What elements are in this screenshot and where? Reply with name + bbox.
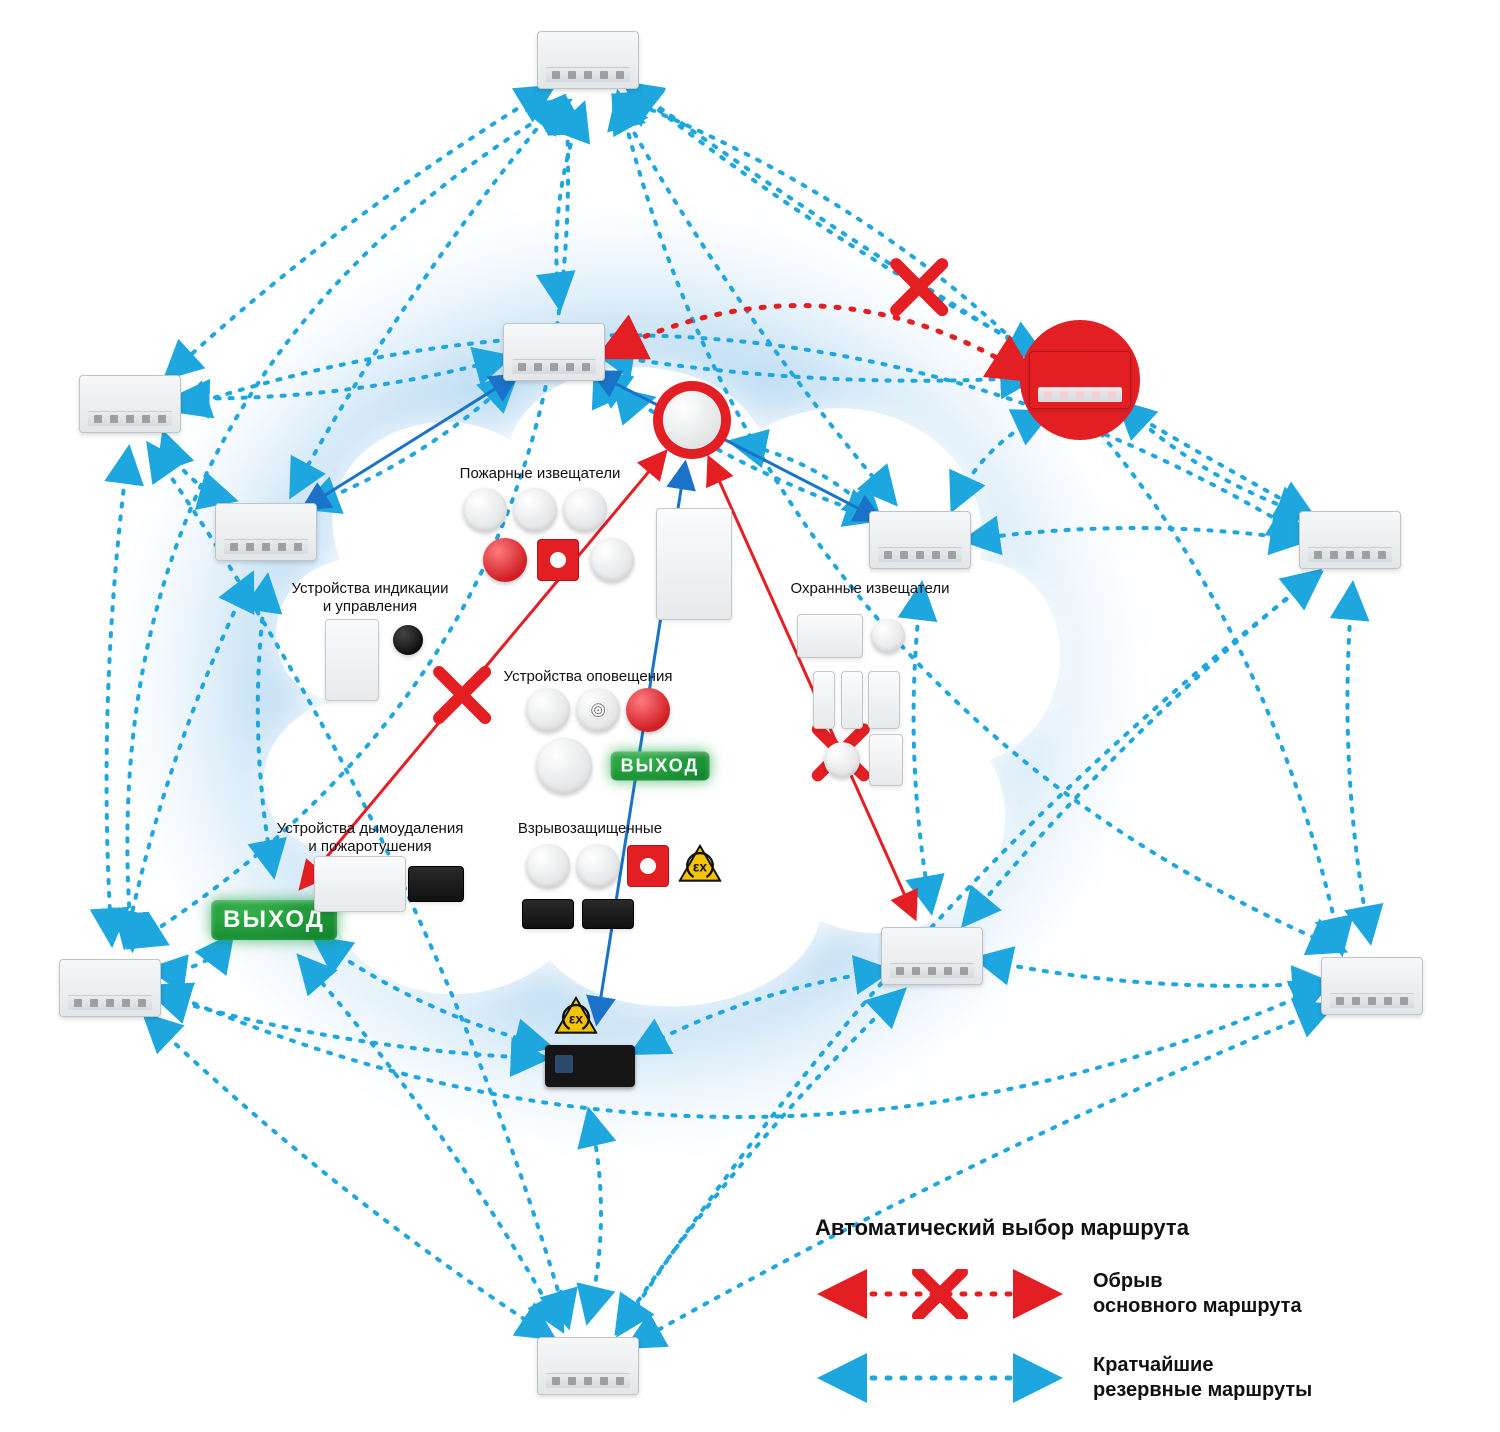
sensor-round [590,538,634,582]
manual-call-point [627,845,669,887]
group-label: и управления [323,598,417,617]
module-box [813,671,835,729]
router-device [869,511,971,569]
group-label: Устройства дымоудаления [277,820,464,839]
module-box [656,508,732,620]
sensor-round [526,844,570,888]
sensor-round [563,488,607,532]
legend: Автоматический выбор маршрута Обрыв осно… [815,1215,1455,1432]
legend-text-break: Обрыв основного маршрута [1093,1269,1302,1319]
module-box [522,899,574,929]
legend-backup-l2: резервные маршруты [1093,1379,1312,1401]
sensor-round [536,738,592,794]
legend-break-l1: Обрыв [1093,1270,1163,1292]
ex-icon: εx [554,996,598,1040]
module-box [797,614,863,658]
sensor-round [513,488,557,532]
router-device [881,927,983,985]
ex-icon: εx [678,844,722,888]
sensor-round [576,688,620,732]
legend-break-l2: основного маршрута [1093,1295,1302,1317]
sensor-round [824,742,860,778]
network-diagram: εx ВЫХОДВЫХОДПожарные извещателиУстройст… [0,0,1500,1432]
svg-text:εx: εx [569,1012,584,1027]
legend-text-backup: Кратчайшие резервные маршруты [1093,1353,1312,1403]
group-label: и пожаротушения [308,838,431,857]
module-box [582,899,634,929]
sensor-round [576,844,620,888]
router-device [79,375,181,433]
sensor-round [483,538,527,582]
router-device [215,503,317,561]
sensor-round [626,688,670,732]
sensor-round [393,625,423,655]
module-box [408,866,464,902]
group-label: Устройства оповещения [504,668,673,687]
module-box [868,671,900,729]
module-box [841,671,863,729]
router-device [1299,511,1401,569]
legend-row-backup: Кратчайшие резервные маршруты [815,1353,1455,1403]
module-box [325,619,379,701]
sensor-round [463,488,507,532]
legend-title: Автоматический выбор маршрута [815,1215,1455,1241]
module-box [314,856,406,912]
router-device [537,1337,639,1395]
group-label: Пожарные извещатели [460,465,621,484]
sensor-round [871,619,905,653]
manual-call-point [537,539,579,581]
svg-text:εx: εx [693,860,708,875]
router-device [59,959,161,1017]
legend-backup-l1: Кратчайшие [1093,1354,1213,1376]
module-box [869,734,903,786]
ex-controller [545,1045,635,1087]
legend-row-break: Обрыв основного маршрута [815,1269,1455,1319]
center-fire-sensor [663,391,721,449]
sensor-round [526,688,570,732]
group-label: Устройства индикации [291,580,448,599]
group-label: Взрывозащищенные [518,820,662,839]
legend-sample-blue [815,1353,1065,1403]
router-device [1321,957,1423,1015]
exit-sign-small: ВЫХОД [611,752,710,781]
group-label: Охранные извещатели [791,580,950,599]
router-device [537,31,639,89]
legend-sample-red [815,1269,1065,1319]
router-device [503,323,605,381]
router-device [1029,351,1131,409]
